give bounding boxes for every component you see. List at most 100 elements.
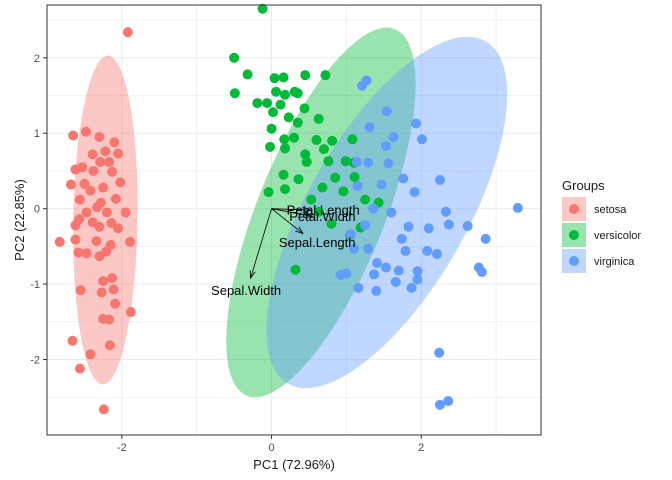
point-setosa: [85, 349, 96, 360]
arrow-label-Petal.Width: Petal.Width: [289, 209, 355, 224]
x-axis-title: PC1 (72.96%): [253, 457, 335, 472]
arrow-label-Sepal.Length: Sepal.Length: [279, 235, 356, 250]
ellipse-setosa: [73, 55, 138, 385]
point-virginica: [480, 233, 491, 244]
point-virginica: [400, 245, 411, 256]
point-versicolor: [262, 98, 273, 109]
point-virginica: [398, 173, 409, 184]
point-versicolor: [266, 123, 277, 134]
point-virginica: [440, 206, 451, 217]
point-setosa: [80, 126, 91, 137]
arrow-head-Sepal.Width: [249, 270, 256, 280]
point-setosa: [79, 178, 90, 189]
point-versicolor: [300, 70, 311, 81]
point-versicolor: [292, 117, 303, 128]
point-versicolor: [257, 3, 268, 14]
point-setosa: [104, 314, 115, 325]
point-versicolor: [265, 141, 276, 152]
axes: -2 0 2 -2 -1 0 1 2: [30, 4, 542, 454]
point-virginica: [371, 285, 382, 296]
arrow-head-Petal.Length: [302, 206, 312, 214]
point-versicolor: [299, 103, 310, 114]
y-tick-label: 2: [34, 53, 40, 65]
panel-background: [47, 5, 541, 435]
point-setosa: [109, 137, 120, 148]
point-setosa: [92, 202, 103, 213]
point-setosa: [91, 236, 102, 247]
point-setosa: [94, 251, 105, 262]
point-virginica: [443, 396, 454, 407]
arrow-label-Petal.Length: Petal.Length: [287, 202, 360, 217]
point-setosa: [81, 248, 92, 259]
point-virginica: [390, 276, 401, 287]
arrow-Petal.Length: [271, 208, 311, 211]
point-virginica: [352, 181, 363, 192]
panel-border: [46, 4, 542, 436]
arrow-head-Sepal.Length: [295, 226, 304, 235]
point-versicolor: [242, 69, 253, 80]
point-virginica: [388, 132, 399, 143]
point-versicolor: [301, 156, 312, 167]
point-versicolor: [280, 143, 291, 154]
point-versicolor: [347, 134, 358, 145]
point-virginica: [406, 282, 417, 293]
point-setosa: [81, 207, 92, 218]
point-versicolor: [268, 107, 279, 118]
point-setosa: [125, 236, 136, 247]
point-setosa: [120, 207, 131, 218]
point-virginica: [393, 265, 404, 276]
point-versicolor: [229, 52, 240, 63]
point-virginica: [476, 267, 487, 278]
point-setosa: [110, 298, 121, 309]
point-setosa: [107, 273, 118, 284]
point-setosa: [68, 130, 79, 141]
point-virginica: [431, 248, 442, 259]
point-versicolor: [320, 70, 331, 81]
point-setosa: [98, 182, 109, 193]
point-virginica: [363, 243, 374, 254]
arrow-label-Sepal.Width: Sepal.Width: [211, 283, 281, 298]
point-setosa: [54, 236, 65, 247]
point-virginica: [348, 243, 359, 254]
point-versicolor: [293, 174, 304, 185]
point-versicolor: [323, 156, 334, 167]
arrow-Petal.Width: [271, 208, 313, 217]
point-versicolor: [280, 184, 291, 195]
point-versicolor: [313, 113, 324, 124]
point-virginica: [381, 141, 392, 152]
point-versicolor: [279, 134, 290, 145]
point-setosa: [96, 287, 107, 298]
point-virginica: [411, 118, 422, 129]
point-setosa: [98, 404, 109, 415]
point-setosa: [110, 193, 121, 204]
point-setosa: [65, 179, 76, 190]
point-virginica: [434, 175, 445, 186]
point-virginica: [443, 219, 454, 230]
point-setosa: [75, 285, 86, 296]
point-versicolor: [306, 194, 317, 205]
legend-label-virginica: virginica: [594, 256, 635, 268]
point-setosa: [108, 284, 119, 295]
legend: Groups setosa versicolor virginica: [562, 178, 641, 273]
point-virginica: [422, 245, 433, 256]
point-virginica: [383, 158, 394, 169]
point-setosa: [107, 166, 118, 177]
point-virginica: [357, 80, 368, 91]
point-versicolor: [338, 186, 349, 197]
point-virginica: [434, 347, 445, 358]
point-virginica: [351, 156, 362, 167]
point-virginica: [409, 187, 420, 198]
point-virginica: [412, 266, 423, 277]
legend-label-setosa: setosa: [594, 204, 627, 216]
y-tick-label: 0: [34, 204, 40, 216]
point-virginica: [381, 106, 392, 117]
point-setosa: [113, 148, 124, 159]
point-versicolor: [280, 89, 291, 100]
point-versicolor: [318, 144, 329, 155]
point-versicolor: [360, 194, 371, 205]
arrow-Sepal.Width: [250, 208, 272, 279]
point-virginica: [416, 134, 427, 145]
point-setosa: [88, 165, 99, 176]
point-virginica: [372, 258, 383, 268]
point-setosa: [98, 276, 109, 287]
